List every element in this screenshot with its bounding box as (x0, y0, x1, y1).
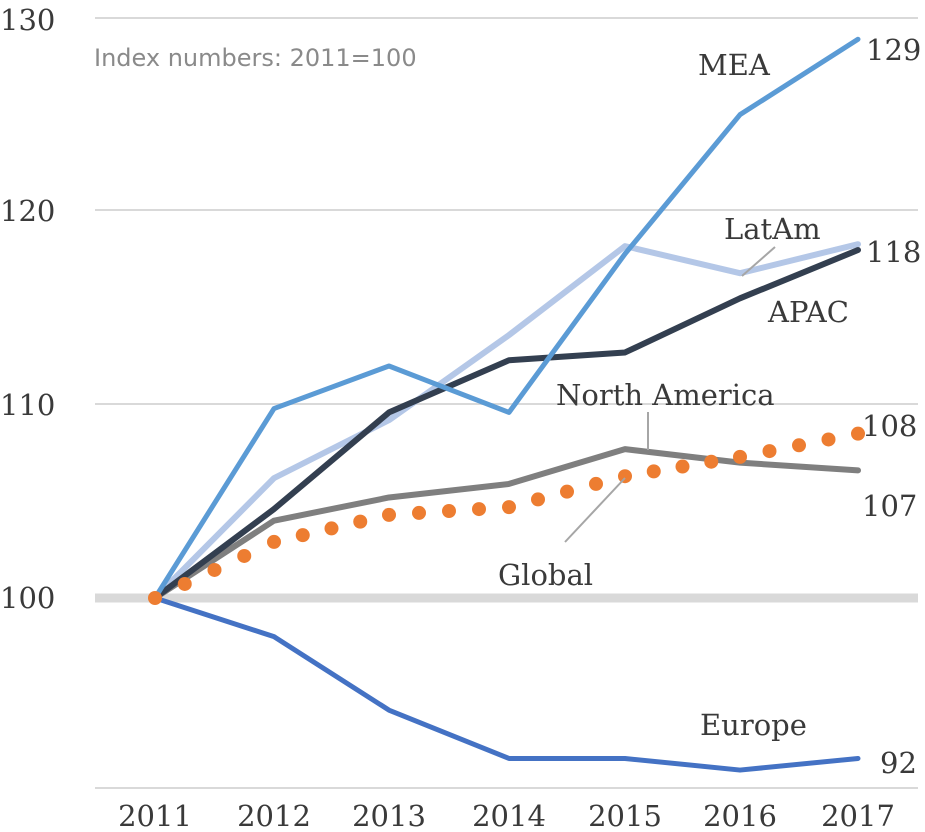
global-dot-20 (733, 449, 747, 464)
series-line-latam (152, 241, 861, 601)
leader-latam (741, 246, 776, 277)
x-tick-2011: 2011 (118, 799, 192, 832)
series-label-mea: MEA (698, 48, 771, 82)
global-dot-13 (531, 492, 545, 507)
global-dot-7 (353, 514, 368, 529)
x-tick-2015: 2015 (588, 799, 662, 832)
global-dot-15 (589, 476, 603, 491)
chart-subtitle: Index numbers: 2011=100 (94, 44, 417, 72)
global-dot-24 (851, 426, 865, 441)
leader-global (564, 477, 626, 543)
global-dot-11 (472, 502, 486, 517)
series-label-apac: APAC (767, 295, 849, 329)
global-dot-10 (442, 504, 456, 518)
y-tick-120: 120 (0, 194, 55, 228)
global-dot-2 (207, 562, 222, 577)
end-label-mea: 129 (866, 33, 921, 67)
global-dot-3 (237, 548, 252, 563)
y-tick-110: 110 (0, 388, 55, 422)
global-dot-23 (821, 432, 836, 447)
global-dot-9 (412, 505, 426, 520)
y-tick-130: 130 (0, 3, 55, 37)
x-tick-2016: 2016 (703, 799, 777, 832)
global-dot-21 (762, 444, 777, 459)
end-label-north-america: 107 (862, 489, 917, 523)
global-dot-18 (675, 459, 690, 474)
series-label-europe: Europe (700, 708, 807, 742)
global-dot-22 (792, 438, 806, 453)
global-dot-12 (502, 500, 516, 515)
series-line-europe (152, 595, 861, 773)
end-label-europe: 92 (880, 746, 917, 780)
series-label-north-america: North America (556, 378, 775, 412)
global-dot-17 (646, 464, 661, 479)
global-dot-1 (177, 576, 192, 591)
global-dot-0 (148, 591, 162, 605)
x-tick-2012: 2012 (237, 799, 311, 832)
global-dot-19 (704, 454, 719, 469)
series-label-global: Global (498, 558, 593, 592)
global-dot-8 (382, 507, 396, 522)
global-dot-6 (324, 521, 339, 536)
global-dot-5 (295, 528, 310, 543)
y-tick-100: 100 (0, 581, 55, 615)
series-dots-global (148, 426, 865, 605)
end-label-global: 108 (862, 409, 917, 443)
x-tick-2014: 2014 (472, 799, 546, 832)
global-dot-4 (267, 534, 281, 549)
global-dot-16 (618, 469, 632, 484)
series-line-apac (152, 247, 861, 601)
x-tick-2013: 2013 (352, 799, 426, 832)
series-label-latam: LatAm (724, 212, 821, 246)
global-dot-14 (560, 484, 574, 499)
series-line-mea (152, 36, 861, 601)
x-tick-2017: 2017 (821, 799, 895, 832)
end-label-latam-apac: 118 (866, 235, 921, 269)
